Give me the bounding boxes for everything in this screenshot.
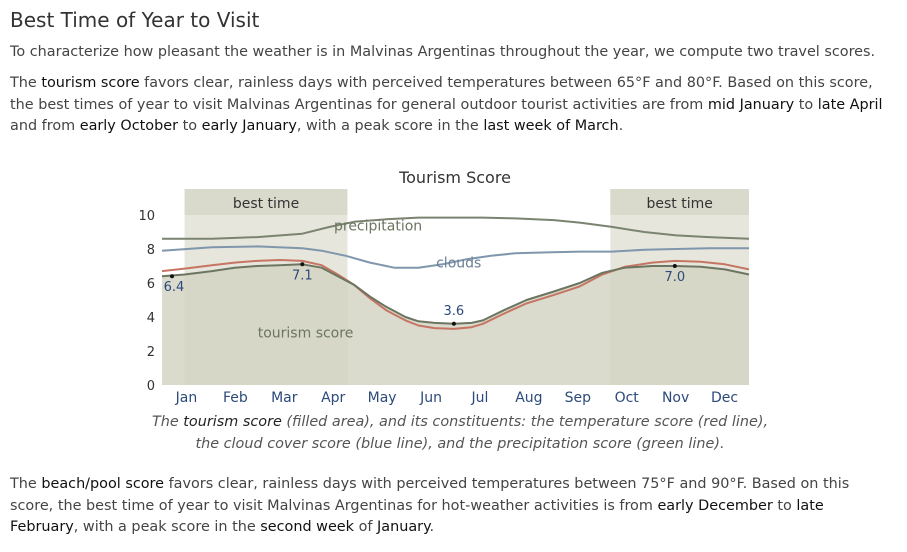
section-heading: Best Time of Year to Visit [10, 8, 260, 32]
text-run: of [354, 519, 378, 535]
tourism-score-term: tourism score [41, 75, 140, 91]
text-run: The [10, 476, 42, 492]
x-tick-label: Jul [471, 390, 489, 406]
date-term: second week [260, 519, 354, 535]
series-label: clouds [436, 256, 481, 272]
y-tick-label: 0 [147, 379, 155, 394]
date-term: early October [79, 118, 178, 134]
date-term: last week of March [483, 118, 619, 134]
series-label: tourism score [258, 325, 354, 341]
beach-paragraph: The beach/pool score favors clear, rainl… [10, 474, 895, 539]
x-tick-label: Jun [419, 390, 442, 406]
y-tick-label: 10 [138, 209, 155, 224]
date-term: early January [201, 118, 297, 134]
chart-labels: 6.4 7.1 3.6 7.0 precipitation clouds tourism s… [164, 218, 686, 341]
x-tick-label: Oct [615, 390, 640, 406]
text-run: , with a peak score in the [296, 118, 484, 134]
best-time-header [610, 189, 749, 215]
date-term: late April [817, 96, 883, 113]
y-tick-label: 6 [147, 277, 155, 292]
cloud-cover-score-line [161, 245, 749, 269]
data-point-marker [300, 262, 305, 267]
data-label: 7.1 [292, 268, 313, 283]
text-run: . [429, 519, 435, 535]
text-run: to [772, 497, 797, 514]
best-time-header [184, 189, 348, 215]
date-term: mid January [707, 96, 795, 113]
x-tick-label: Mar [271, 390, 298, 406]
text-run: (filled area), and its constituents: the… [195, 414, 769, 452]
tourism-score-line [161, 263, 750, 325]
precipitation-score-line [162, 216, 750, 240]
text-run: to [794, 96, 818, 113]
text-run: and from [10, 118, 80, 134]
temperature-score-line [161, 259, 750, 330]
best-time-label: best time [646, 196, 712, 212]
chart-caption: The tourism score (filled area), and its… [140, 412, 780, 455]
text-run: The [151, 414, 184, 430]
x-tick-label: Dec [711, 390, 738, 406]
x-tick-label: Apr [321, 390, 345, 406]
data-point-marker [672, 264, 677, 268]
x-tick-label: Feb [223, 390, 248, 406]
y-axis: 0 2 4 6 8 10 [138, 209, 155, 394]
x-tick-label: Sep [565, 390, 592, 406]
text-run: . [618, 118, 624, 134]
best-time-label: best time [233, 196, 299, 212]
data-label: 3.6 [444, 304, 465, 319]
y-tick-label: 8 [147, 243, 155, 258]
text-run: The [10, 75, 42, 91]
series-label: precipitation [334, 218, 422, 234]
text-run: , with a peak score in the [73, 519, 261, 535]
y-tick-label: 2 [147, 345, 155, 360]
x-tick-label: May [368, 390, 397, 406]
text-run: to [178, 118, 202, 134]
tourism-score-chart: Tourism Score best time best time 0 2 4 6 8 10… [138, 168, 750, 406]
date-term: January [377, 519, 430, 535]
tourism-paragraph: The tourism score favors clear, rainless… [10, 73, 895, 138]
data-label: 6.4 [164, 280, 185, 295]
x-tick-label: Aug [515, 390, 542, 406]
data-point-marker [451, 321, 456, 326]
chart-title: Tourism Score [398, 168, 511, 187]
date-term: late February [10, 497, 824, 536]
text-run: favors clear, rainless days with perceiv… [10, 75, 873, 113]
date-term: early December [657, 497, 773, 514]
y-tick-label: 4 [147, 311, 155, 326]
data-point-marker [170, 274, 174, 279]
intro-paragraph: To characterize how pleasant the weather… [10, 44, 876, 60]
text-run: favors clear, rainless days with perceiv… [10, 476, 850, 514]
data-label: 7.0 [664, 270, 685, 285]
x-tick-label: Nov [662, 390, 689, 406]
tourism-score-term: tourism score [183, 414, 282, 430]
x-axis: Jan Feb Mar Apr May Jun Jul Aug Sep Oct Nov Dec [175, 390, 738, 406]
x-tick-label: Jan [175, 390, 198, 406]
beach-score-term: beach/pool score [41, 476, 165, 492]
